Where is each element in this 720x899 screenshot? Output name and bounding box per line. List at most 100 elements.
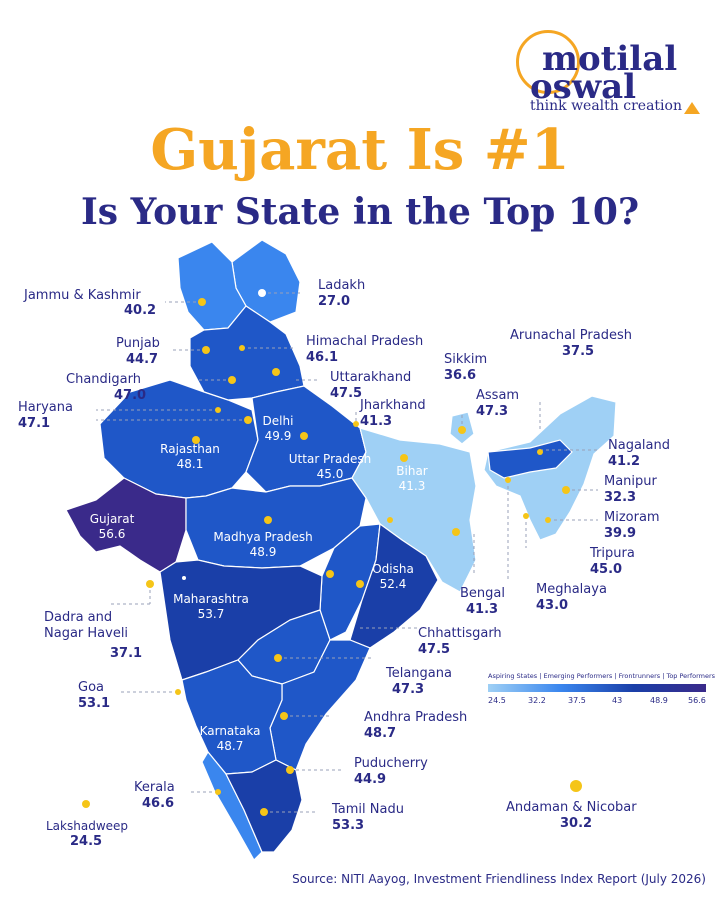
value-jammu-kashmir: 40.2 <box>124 303 157 318</box>
inmap-label-maharashtra: Maharashtra 53.7 <box>166 592 256 622</box>
page-title: Gujarat Is #1 <box>150 117 570 183</box>
label-andhra: Andhra Pradesh <box>364 710 468 725</box>
label-chhattisgarh: Chhattisgarh <box>418 626 502 641</box>
value-chhattisgarh: 47.5 <box>418 642 451 657</box>
inmap-value-odisha: 52.4 <box>379 577 407 591</box>
value-tamil-nadu: 53.3 <box>332 818 365 833</box>
value-sikkim: 36.6 <box>444 368 477 383</box>
score-legend: Aspiring States | Emerging Performers | … <box>488 672 716 708</box>
value-lakshadweep: 24.5 <box>70 834 103 849</box>
logo-ring-icon <box>516 30 580 94</box>
label-goa: Goa <box>78 680 104 695</box>
value-punjab: 44.7 <box>126 352 159 367</box>
value-chandigarh: 47.0 <box>114 388 147 403</box>
inmap-value-maharashtra: 53.7 <box>197 607 225 621</box>
inmap-value-madhya-pradesh: 48.9 <box>249 545 277 559</box>
inmap-name-madhya-pradesh: Madhya Pradesh <box>213 530 313 544</box>
value-telangana: 47.3 <box>392 682 425 697</box>
inmap-name-odisha: Odisha <box>372 562 414 576</box>
value-nagaland: 41.2 <box>608 454 641 469</box>
label-ladakh: Ladakh <box>318 278 366 293</box>
region-odisha <box>349 522 439 649</box>
ladakh-marker <box>258 289 266 297</box>
brand-logo: motilal oswal think wealth creation <box>512 22 702 122</box>
label-punjab: Punjab <box>116 336 160 351</box>
value-himachal: 46.1 <box>306 350 339 365</box>
inmap-value-karnataka: 48.7 <box>216 739 244 753</box>
inmap-value-uttar-pradesh: 45.0 <box>316 467 344 481</box>
region-tamil-nadu <box>225 759 303 853</box>
label-haryana: Haryana <box>18 400 73 415</box>
value-tripura: 45.0 <box>590 562 623 577</box>
inmap-name-bihar: Bihar <box>396 464 428 478</box>
label-uttarakhand: Uttarakhand <box>330 370 412 385</box>
inmap-value-rajasthan: 48.1 <box>176 457 204 471</box>
value-meghalaya: 43.0 <box>536 598 569 613</box>
label-arunachal: Arunachal Pradesh <box>510 328 632 343</box>
inmap-value-delhi: 49.9 <box>264 429 292 443</box>
inmap-name-rajasthan: Rajasthan <box>160 442 220 456</box>
label-manipur: Manipur <box>604 474 657 489</box>
dadra-marker <box>182 576 186 580</box>
inmap-label-bihar: Bihar 41.3 <box>392 464 432 494</box>
value-assam: 47.3 <box>476 404 509 419</box>
legend-ticks: 24.5 32.2 37.5 43 48.9 56.6 <box>488 696 706 708</box>
legend-tick: 43 <box>612 696 623 705</box>
label-telangana: Telangana <box>386 666 452 681</box>
leader-lines <box>96 292 598 813</box>
inmap-name-uttar-pradesh: Uttar Pradesh <box>288 452 372 466</box>
brand-line2: oswal <box>530 67 637 107</box>
inmap-name-delhi: Delhi <box>262 414 294 428</box>
legend-tick: 24.5 <box>488 696 506 705</box>
value-ladakh: 27.0 <box>318 294 351 309</box>
label-chandigarh: Chandigarh <box>66 372 141 387</box>
value-jharkhand: 41.3 <box>360 414 393 429</box>
legend-tick: 48.9 <box>650 696 668 705</box>
value-bengal: 41.3 <box>466 602 499 617</box>
label-nagaland: Nagaland <box>608 438 670 453</box>
legend-tick: 32.2 <box>528 696 546 705</box>
label-mizoram: Mizoram <box>604 510 660 525</box>
arrow-up-icon <box>684 102 700 114</box>
inmap-name-maharashtra: Maharashtra <box>173 592 249 606</box>
inmap-value-bihar: 41.3 <box>398 479 426 493</box>
legend-tick: 56.6 <box>688 696 706 705</box>
label-meghalaya: Meghalaya <box>536 582 607 597</box>
value-arunachal: 37.5 <box>562 344 595 359</box>
inmap-name-karnataka: Karnataka <box>199 724 261 738</box>
inmap-label-odisha: Odisha 52.4 <box>368 562 418 592</box>
value-dadra: 37.1 <box>110 646 143 661</box>
label-himachal: Himachal Pradesh <box>306 334 424 349</box>
value-goa: 53.1 <box>78 696 111 711</box>
legend-title: Aspiring States | Emerging Performers | … <box>488 672 716 680</box>
label-jharkhand: Jharkhand <box>360 398 426 413</box>
label-tripura: Tripura <box>590 546 635 561</box>
legend-tick: 37.5 <box>568 696 586 705</box>
label-andaman: Andaman & Nicobar <box>506 800 637 815</box>
legend-gradient-bar <box>488 684 706 692</box>
page-subtitle: Is Your State in the Top 10? <box>80 191 640 233</box>
inmap-value-gujarat: 56.6 <box>98 527 126 541</box>
value-uttarakhand: 47.5 <box>330 386 363 401</box>
value-andaman: 30.2 <box>560 816 593 831</box>
value-puducherry: 44.9 <box>354 772 387 787</box>
inmap-label-uttar-pradesh: Uttar Pradesh 45.0 <box>282 452 378 482</box>
label-jammu-kashmir: Jammu & Kashmir <box>24 288 141 303</box>
label-kerala: Kerala <box>134 780 175 795</box>
label-dadra: Dadra and Nagar Haveli <box>44 610 129 641</box>
value-kerala: 46.6 <box>142 796 175 811</box>
inmap-label-gujarat: Gujarat 56.6 <box>82 512 142 542</box>
region-jammu-kashmir <box>177 241 247 331</box>
label-puducherry: Puducherry <box>354 756 428 771</box>
brand-tagline: think wealth creation <box>530 98 682 114</box>
inmap-label-delhi: Delhi 49.9 <box>258 414 298 444</box>
label-bengal: Bengal <box>460 586 505 601</box>
region-karnataka <box>181 659 283 775</box>
value-haryana: 47.1 <box>18 416 51 431</box>
value-mizoram: 39.9 <box>604 526 637 541</box>
state-markers <box>82 298 582 816</box>
value-manipur: 32.3 <box>604 490 637 505</box>
inmap-label-madhya-pradesh: Madhya Pradesh 48.9 <box>208 530 318 560</box>
